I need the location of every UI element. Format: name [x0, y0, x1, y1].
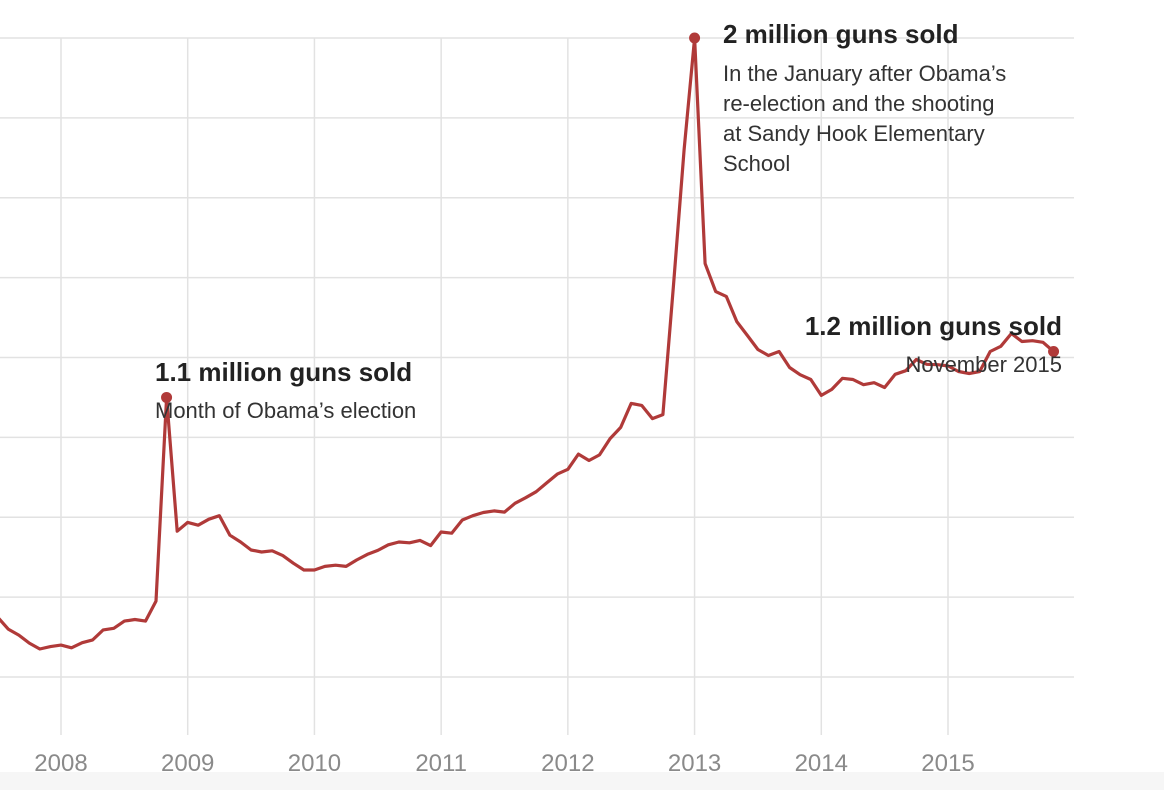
- horizontal-gridlines: [0, 37, 1074, 678]
- vertical-gridlines: [60, 38, 949, 735]
- annotation-markers: [161, 32, 1060, 403]
- annotation-nov2015-text: November 2015: [905, 352, 1062, 377]
- annotation-election-title: 1.1 million guns sold: [155, 357, 412, 387]
- annotation-election-text: Month of Obama’s election: [155, 398, 416, 423]
- annotation-peak-text-line-1: In the January after Obama’s: [723, 61, 1006, 86]
- series-line-guns-sold: [0, 36, 1056, 651]
- annotation-nov2015-title: 1.2 million guns sold: [805, 311, 1062, 341]
- annotation-peak-text-line-4: School: [723, 151, 790, 176]
- annotation-marker-dot: [689, 32, 701, 44]
- annotation-peak-text-line-2: re-election and the shooting: [723, 91, 995, 116]
- annotation-peak-title: 2 million guns sold: [723, 19, 958, 49]
- annotation-marker-dot: [161, 391, 173, 403]
- annotation-marker-dot: [1048, 346, 1060, 358]
- bottom-band: [0, 772, 1164, 790]
- annotation-peak-text-line-3: at Sandy Hook Elementary: [723, 121, 985, 146]
